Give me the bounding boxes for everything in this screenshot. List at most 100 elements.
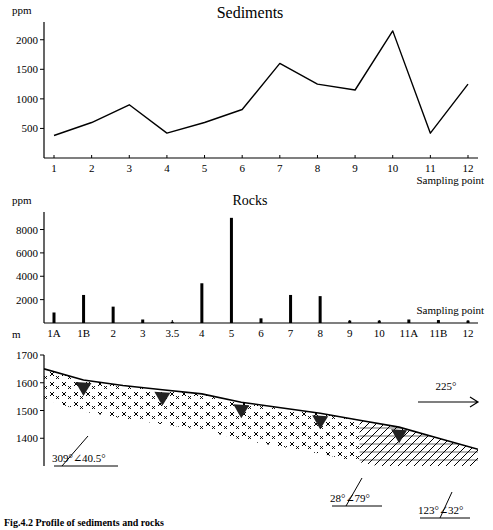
x-tick xyxy=(408,320,409,323)
x-axis xyxy=(44,157,478,158)
plot-area xyxy=(54,31,468,136)
x-tick xyxy=(91,155,92,158)
x-tick xyxy=(468,155,469,158)
rock-bar xyxy=(289,295,292,323)
x-tick-label: 5 xyxy=(202,162,208,174)
y-unit: m xyxy=(12,328,21,340)
y-tick xyxy=(40,229,44,230)
y-axis xyxy=(43,212,44,323)
y-tick-label: 1400 xyxy=(16,432,39,444)
x-tick-label: 3 xyxy=(140,327,146,339)
rock-bar xyxy=(467,321,470,323)
rock-bar xyxy=(82,295,85,323)
x-axis-title: Sampling point xyxy=(416,174,484,186)
x-tick xyxy=(54,155,55,158)
y-tick-label: 2000 xyxy=(16,294,39,306)
y-tick xyxy=(40,69,44,70)
x-tick xyxy=(172,320,173,323)
x-tick-label: 12 xyxy=(463,162,474,174)
y-tick xyxy=(40,98,44,99)
x-tick-label: 1B xyxy=(77,327,90,339)
x-tick xyxy=(129,155,130,158)
x-tick xyxy=(430,155,431,158)
x-tick-label: 6 xyxy=(239,162,245,174)
x-tick-label: 5 xyxy=(229,327,235,339)
vein xyxy=(75,382,91,396)
figure: 500100015002000ppm123456789101112Samplin… xyxy=(0,0,493,530)
x-tick xyxy=(204,155,205,158)
x-tick-label: 3 xyxy=(127,162,133,174)
y-tick-label: 1700 xyxy=(16,349,39,361)
granite-body xyxy=(44,369,360,462)
plot-area xyxy=(53,218,470,323)
x-tick xyxy=(355,155,356,158)
plot-area xyxy=(44,369,478,466)
vein xyxy=(154,392,170,406)
x-tick-label: 11 xyxy=(425,162,436,174)
x-tick-label: 1 xyxy=(51,162,57,174)
sediment-line xyxy=(54,31,468,136)
x-tick-label: 8 xyxy=(317,327,323,339)
chart-title: Sediments xyxy=(217,4,284,21)
annotation: 309°∠40.5° xyxy=(52,452,106,464)
strata-body xyxy=(360,420,478,466)
rock-bar xyxy=(348,321,351,323)
x-tick xyxy=(166,155,167,158)
rock-bar xyxy=(112,307,115,323)
x-tick-label: 1A xyxy=(47,327,61,339)
rock-bar xyxy=(437,320,440,323)
x-tick-label: 6 xyxy=(258,327,264,339)
annotation: 123°∠32° xyxy=(418,504,464,516)
x-tick-label: 2 xyxy=(89,162,95,174)
y-unit: ppm xyxy=(12,4,32,16)
rock-bar xyxy=(171,322,174,323)
rock-bar xyxy=(53,312,56,323)
rock-bar xyxy=(260,318,263,323)
x-tick-label: 9 xyxy=(347,327,353,339)
y-tick xyxy=(40,438,44,439)
y-unit: ppm xyxy=(12,194,32,206)
x-tick xyxy=(392,155,393,158)
rock-bar xyxy=(378,321,381,323)
x-tick-label: 7 xyxy=(277,162,283,174)
y-tick xyxy=(40,299,44,300)
x-tick xyxy=(379,320,380,323)
y-tick-label: 1600 xyxy=(16,377,39,389)
caption: Fig.4.2 Profile of sediments and rocks xyxy=(4,517,164,528)
direction-arrow xyxy=(418,397,478,407)
x-axis-title: Sampling point xyxy=(416,304,484,316)
x-tick xyxy=(317,155,318,158)
y-axis xyxy=(43,22,44,158)
y-tick xyxy=(40,382,44,383)
y-tick-label: 1500 xyxy=(16,405,39,417)
y-tick xyxy=(40,252,44,253)
x-tick-label: 10 xyxy=(374,327,386,339)
rock-bar xyxy=(407,319,410,323)
y-tick-label: 2000 xyxy=(16,34,39,46)
y-tick-label: 4000 xyxy=(16,270,39,282)
rock-bar xyxy=(141,319,144,323)
y-tick xyxy=(40,410,44,411)
x-tick-label: 8 xyxy=(315,162,321,174)
y-tick xyxy=(40,276,44,277)
y-tick-label: 1000 xyxy=(16,93,39,105)
x-tick-label: 7 xyxy=(288,327,294,339)
rock-bar xyxy=(319,296,322,323)
x-tick-label: 9 xyxy=(352,162,358,174)
y-tick-label: 1500 xyxy=(16,63,39,75)
x-tick-label: 11B xyxy=(429,327,447,339)
x-tick-label: 2 xyxy=(110,327,116,339)
ground-surface xyxy=(44,369,478,449)
y-tick-label: 500 xyxy=(22,122,39,134)
x-tick-label: 4 xyxy=(164,162,170,174)
x-tick-label: 4 xyxy=(199,327,205,339)
x-tick xyxy=(349,320,350,323)
x-tick-label: 3.5 xyxy=(165,327,179,339)
x-tick-label: 11A xyxy=(400,327,419,339)
dip-symbol xyxy=(420,492,470,518)
dip-symbol xyxy=(332,478,382,506)
x-tick xyxy=(438,320,439,323)
x-tick xyxy=(279,155,280,158)
vein xyxy=(312,415,328,429)
y-tick-label: 6000 xyxy=(16,247,39,259)
